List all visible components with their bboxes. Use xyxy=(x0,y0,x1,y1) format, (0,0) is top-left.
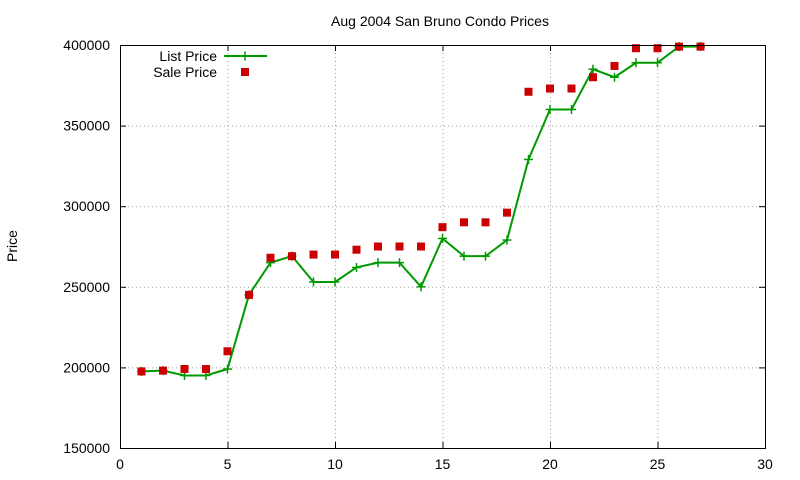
y-tick-label: 350000 xyxy=(63,118,110,134)
sale-price-point xyxy=(352,245,361,254)
legend-label: Sale Price xyxy=(153,64,217,80)
list-price-point xyxy=(223,364,232,374)
sale-price-point xyxy=(653,44,662,53)
y-tick-label: 250000 xyxy=(63,279,110,295)
sale-price-point xyxy=(632,44,640,53)
y-axis-label: Price xyxy=(4,230,20,262)
sale-price-point xyxy=(309,250,318,259)
sale-price-point xyxy=(137,367,146,376)
sale-price-point xyxy=(395,242,404,251)
sale-price-point xyxy=(567,84,576,93)
x-tick-label: 30 xyxy=(757,456,773,472)
series-0 xyxy=(137,42,705,380)
x-tick-label: 20 xyxy=(542,456,558,472)
legend-label: List Price xyxy=(159,48,217,64)
sale-price-point xyxy=(417,242,425,251)
sale-price-point xyxy=(438,223,447,232)
list-price-point xyxy=(610,72,619,82)
ticks: 0 5 10 15 20 25 30 150000 200000 250000 300000 3500… xyxy=(63,37,773,472)
list-price-point xyxy=(631,58,641,68)
sale-price-point xyxy=(202,365,210,374)
sale-price-point xyxy=(331,250,339,259)
sale-price-point xyxy=(180,365,189,374)
list-price-point xyxy=(653,58,662,68)
sale-price-point xyxy=(589,73,597,82)
sale-price-point xyxy=(266,253,275,262)
list-price-point xyxy=(502,235,512,245)
grid xyxy=(120,45,765,448)
legend-plus-swatch xyxy=(240,51,250,61)
x-tick-label: 10 xyxy=(327,456,343,472)
list-price-point xyxy=(481,251,490,261)
list-price-point xyxy=(395,258,404,268)
chart-title: Aug 2004 San Bruno Condo Prices xyxy=(331,13,549,29)
sale-price-point xyxy=(546,84,554,93)
y-tick-label: 300000 xyxy=(63,198,110,214)
list-price-point xyxy=(438,233,447,243)
legend-square-swatch xyxy=(241,68,249,76)
list-price-point xyxy=(330,277,340,287)
y-tick-label: 200000 xyxy=(63,359,110,375)
sale-price-point xyxy=(223,347,232,356)
sale-price-point xyxy=(481,218,490,227)
series-layer xyxy=(137,42,705,380)
plot-border xyxy=(120,45,766,449)
sale-price-point xyxy=(159,366,167,375)
sale-price-point xyxy=(374,242,382,251)
list-price-point xyxy=(567,104,576,114)
list-price-line xyxy=(141,45,701,377)
list-price-point xyxy=(416,282,426,292)
sale-price-point xyxy=(696,42,705,51)
sale-price-point xyxy=(460,218,468,227)
list-price-point xyxy=(459,251,469,261)
sale-price-point xyxy=(503,208,511,217)
sale-price-point xyxy=(524,87,533,96)
x-tick-label: 25 xyxy=(650,456,666,472)
x-tick-label: 15 xyxy=(435,456,451,472)
sale-price-point xyxy=(288,252,296,261)
list-price-point xyxy=(352,262,361,272)
list-price-point xyxy=(373,258,383,268)
list-price-point xyxy=(524,154,533,164)
x-tick-label: 5 xyxy=(224,456,232,472)
list-price-point xyxy=(309,277,318,287)
y-tick-label: 400000 xyxy=(63,37,110,53)
series-1 xyxy=(137,42,705,376)
y-tick-label: 150000 xyxy=(63,440,110,456)
x-tick-label: 0 xyxy=(116,456,124,472)
list-price-point xyxy=(545,104,555,114)
list-price-point xyxy=(588,64,598,74)
sale-price-point xyxy=(245,290,253,299)
sale-price-point xyxy=(675,42,683,51)
sale-price-point xyxy=(610,61,619,70)
